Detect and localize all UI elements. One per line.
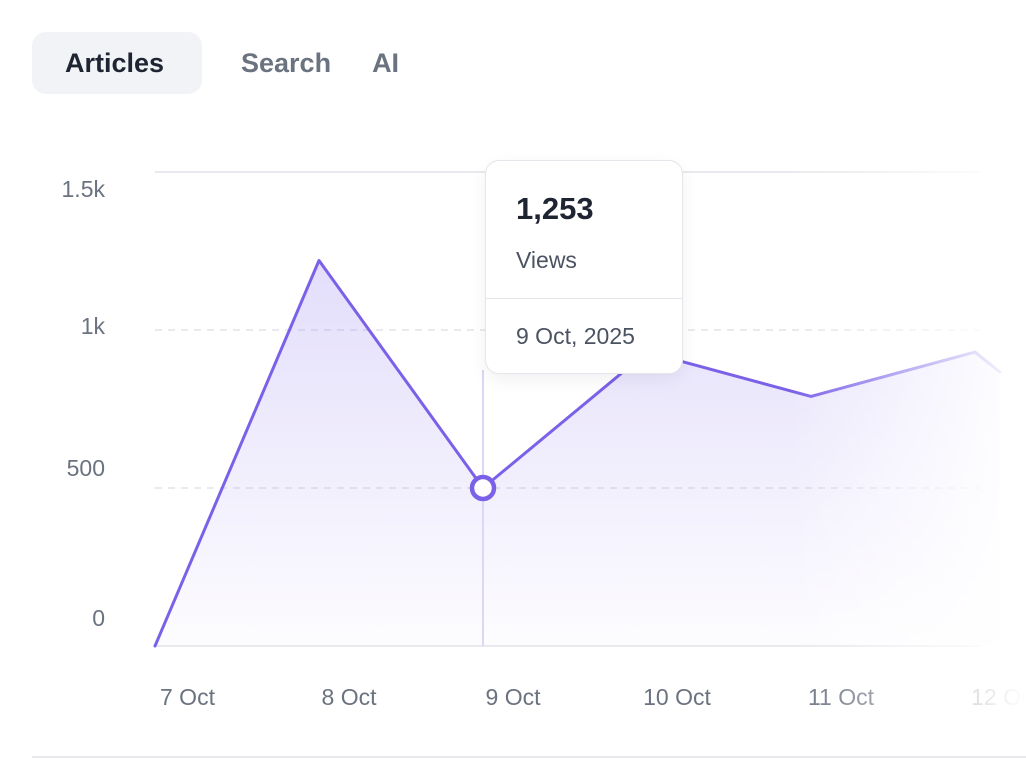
chart-tooltip: 1,253 Views 9 Oct, 2025 [485, 160, 683, 374]
x-tick-label: 9 Oct [486, 684, 542, 710]
x-tick-label: 10 Oct [643, 684, 711, 710]
bottom-divider [32, 756, 1026, 758]
tooltip-date: 9 Oct, 2025 [516, 323, 635, 349]
y-axis: 0 500 1k 1.5k [62, 176, 106, 631]
right-fade-overlay [790, 150, 1026, 720]
y-tick-label: 1k [81, 313, 106, 339]
tooltip-label: Views [516, 247, 577, 273]
y-tick-label: 0 [92, 605, 105, 631]
x-tick-label: 7 Oct [160, 684, 216, 710]
y-tick-label: 500 [67, 455, 105, 481]
tooltip-value: 1,253 [516, 191, 594, 226]
y-tick-label: 1.5k [62, 176, 106, 202]
x-tick-label: 8 Oct [322, 684, 378, 710]
tab-ai[interactable]: AI [372, 47, 400, 78]
hover-layer [469, 370, 497, 646]
tab-search[interactable]: Search [241, 47, 332, 78]
highlighted-point[interactable] [469, 474, 497, 502]
tooltip-divider [486, 298, 682, 299]
tab-articles[interactable]: Articles [32, 32, 202, 94]
tab-bar: Articles Search AI [32, 32, 399, 94]
series-area [155, 260, 1000, 646]
